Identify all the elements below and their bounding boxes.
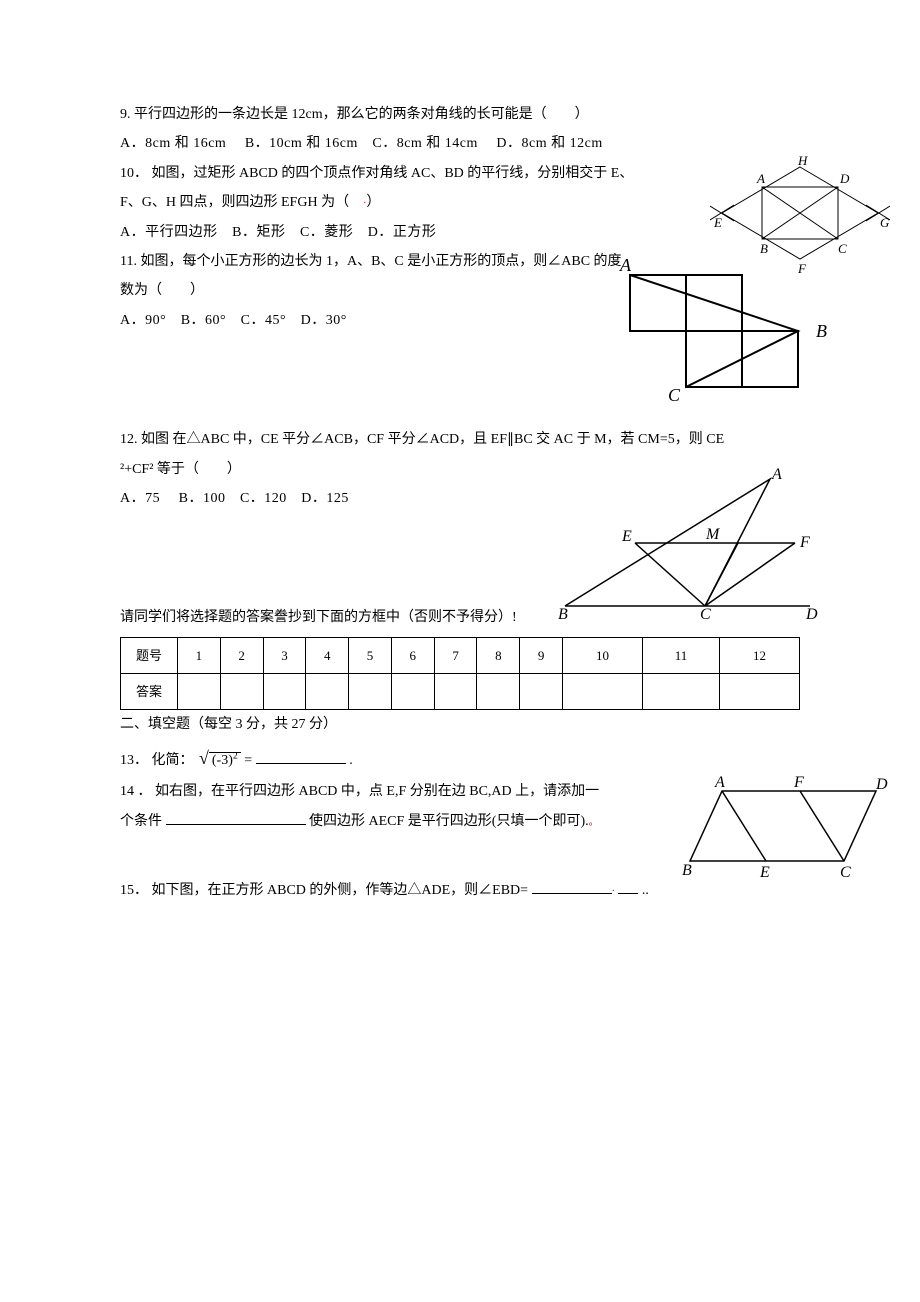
- q13-sqrt-body: (-3): [212, 753, 233, 768]
- q15-text: 如下图，在正方形 ABCD 的外侧，作等边△ADE，则∠EBD=: [152, 883, 529, 898]
- answer-cell[interactable]: [263, 673, 306, 709]
- row2-label: 答案: [121, 673, 178, 709]
- q14-number: 14 ．: [120, 784, 152, 799]
- answer-cell[interactable]: [391, 673, 434, 709]
- col-num: 4: [306, 637, 349, 673]
- q15-tail: ..: [642, 883, 649, 898]
- answer-cell[interactable]: [720, 673, 800, 709]
- q13-tail: .: [349, 753, 353, 768]
- q14-figure: A F D B E C: [680, 771, 890, 881]
- col-num: 10: [563, 637, 643, 673]
- blank-input[interactable]: [618, 879, 638, 894]
- q12-label-C: C: [700, 606, 711, 621]
- q9-number: 9.: [120, 107, 131, 122]
- answer-table: 题号 1 2 3 4 5 6 7 8 9 10 11 12 答案: [120, 637, 800, 711]
- q10-stem-l1: 如图，过矩形 ABCD 的四个顶点作对角线 AC、BD 的平行线，分别相交于 E…: [152, 166, 634, 181]
- q11-label-A: A: [619, 255, 632, 275]
- q13-prefix: 化简：: [152, 753, 194, 768]
- q12-label-D: D: [805, 606, 818, 621]
- col-num: 2: [220, 637, 263, 673]
- question-14: A F D B E C 14 ． 如右图，在平行四边形 ABCD 中，点 E,F…: [120, 777, 800, 836]
- blank-input[interactable]: [256, 749, 346, 764]
- q11-stem-l1: 如图，每个小正方形的边长为 1，A、B、C 是小正方形的顶点，则∠ABC 的度: [140, 254, 621, 269]
- q12-label-B: B: [558, 606, 568, 621]
- answer-cell[interactable]: [563, 673, 643, 709]
- answer-cell[interactable]: [520, 673, 563, 709]
- q14-label-B: B: [682, 862, 692, 879]
- answer-cell[interactable]: [178, 673, 221, 709]
- q11-figure: A B C: [610, 255, 840, 410]
- q13-sup: 2: [233, 750, 238, 761]
- q14-label-F: F: [793, 774, 804, 791]
- q13-eq: =: [244, 753, 252, 768]
- answer-cell[interactable]: [642, 673, 719, 709]
- q14-label-D: D: [875, 776, 888, 793]
- q10-label-C: C: [838, 241, 847, 256]
- col-num: 9: [520, 637, 563, 673]
- q10-options: A．平行四边形 B．矩形 C．菱形 D．正方形: [120, 218, 800, 247]
- q14-label-C: C: [840, 864, 851, 881]
- col-num: 7: [434, 637, 477, 673]
- q11-label-B: B: [816, 321, 827, 341]
- blank-input[interactable]: [166, 810, 306, 825]
- red-dot-icon: ·: [612, 886, 615, 897]
- table-row: 答案: [121, 673, 800, 709]
- q11-label-C: C: [668, 385, 681, 405]
- q13-number: 13．: [120, 753, 148, 768]
- col-num: 1: [178, 637, 221, 673]
- q12-stem-l2-sup: ²+CF²: [120, 462, 153, 477]
- q14-label-E: E: [759, 864, 770, 881]
- question-9: 9. 平行四边形的一条边长是 12cm，那么它的两条对角线的长可能是（ ） A．…: [120, 100, 800, 159]
- question-11: A B C 11. 如图，每个小正方形的边长为 1，A、B、C 是小正方形的顶点…: [120, 247, 800, 335]
- q14-l1: 如右图，在平行四边形 ABCD 中，点 E,F 分别在边 BC,AD 上，请添加…: [155, 784, 599, 799]
- col-num: 5: [349, 637, 392, 673]
- answer-cell[interactable]: [220, 673, 263, 709]
- table-row: 题号 1 2 3 4 5 6 7 8 9 10 11 12: [121, 637, 800, 673]
- col-num: 11: [642, 637, 719, 673]
- answer-cell[interactable]: [477, 673, 520, 709]
- row1-label: 题号: [121, 637, 178, 673]
- q12-label-A: A: [771, 466, 782, 483]
- q9-options: A．8cm 和 16cm B．10cm 和 16cm C．8cm 和 14cm …: [120, 129, 800, 158]
- q10-label-D: D: [839, 171, 850, 186]
- q10-label-A: A: [756, 171, 765, 186]
- question-12: A E M F B C D 12. 如图 在△ABC 中，CE 平分∠ACB，C…: [120, 425, 800, 513]
- q11-number: 11.: [120, 254, 137, 269]
- q12-label-F: F: [799, 534, 810, 551]
- q14-l2b: 使四边形 AECF 是平行四边形(只填一个即可).: [309, 814, 589, 829]
- answer-cell[interactable]: [349, 673, 392, 709]
- q9-stem: 平行四边形的一条边长是 12cm，那么它的两条对角线的长可能是（ ）: [134, 107, 589, 122]
- q10-label-G: G: [880, 215, 890, 230]
- col-num: 12: [720, 637, 800, 673]
- question-10: H A D E B C G F 10． 如图，过矩形 ABCD 的四个顶点作对角…: [120, 159, 800, 247]
- q10-label-E: E: [713, 215, 722, 230]
- q10-stem-l2: F、G、H 四点，则四边形 EFGH 为（: [120, 195, 363, 210]
- q14-label-A: A: [714, 774, 725, 791]
- q12-figure: A E M F B C D: [550, 461, 840, 621]
- q12-stem-l2-tail: 等于（ ）: [157, 462, 241, 477]
- section-2-title: 二、填空题（每空 3 分，共 27 分）: [120, 710, 800, 739]
- q12-number: 12.: [120, 432, 138, 447]
- col-num: 8: [477, 637, 520, 673]
- q15-number: 15．: [120, 883, 148, 898]
- q10-number: 10．: [120, 166, 148, 181]
- q10-stem-l2-tail: ）: [366, 195, 380, 210]
- q12-label-M: M: [705, 526, 721, 543]
- q10-label-H: H: [797, 155, 808, 168]
- col-num: 3: [263, 637, 306, 673]
- red-dot-icon: 。: [589, 817, 599, 828]
- blank-input[interactable]: [532, 879, 612, 894]
- q12-stem-l1: 如图 在△ABC 中，CE 平分∠ACB，CF 平分∠ACD，且 EF∥BC 交…: [141, 432, 724, 447]
- answer-cell[interactable]: [434, 673, 477, 709]
- col-num: 6: [391, 637, 434, 673]
- answer-cell[interactable]: [306, 673, 349, 709]
- q14-l2a: 个条件: [120, 814, 162, 829]
- q12-label-E: E: [621, 528, 632, 545]
- sqrt-icon: √: [199, 748, 209, 768]
